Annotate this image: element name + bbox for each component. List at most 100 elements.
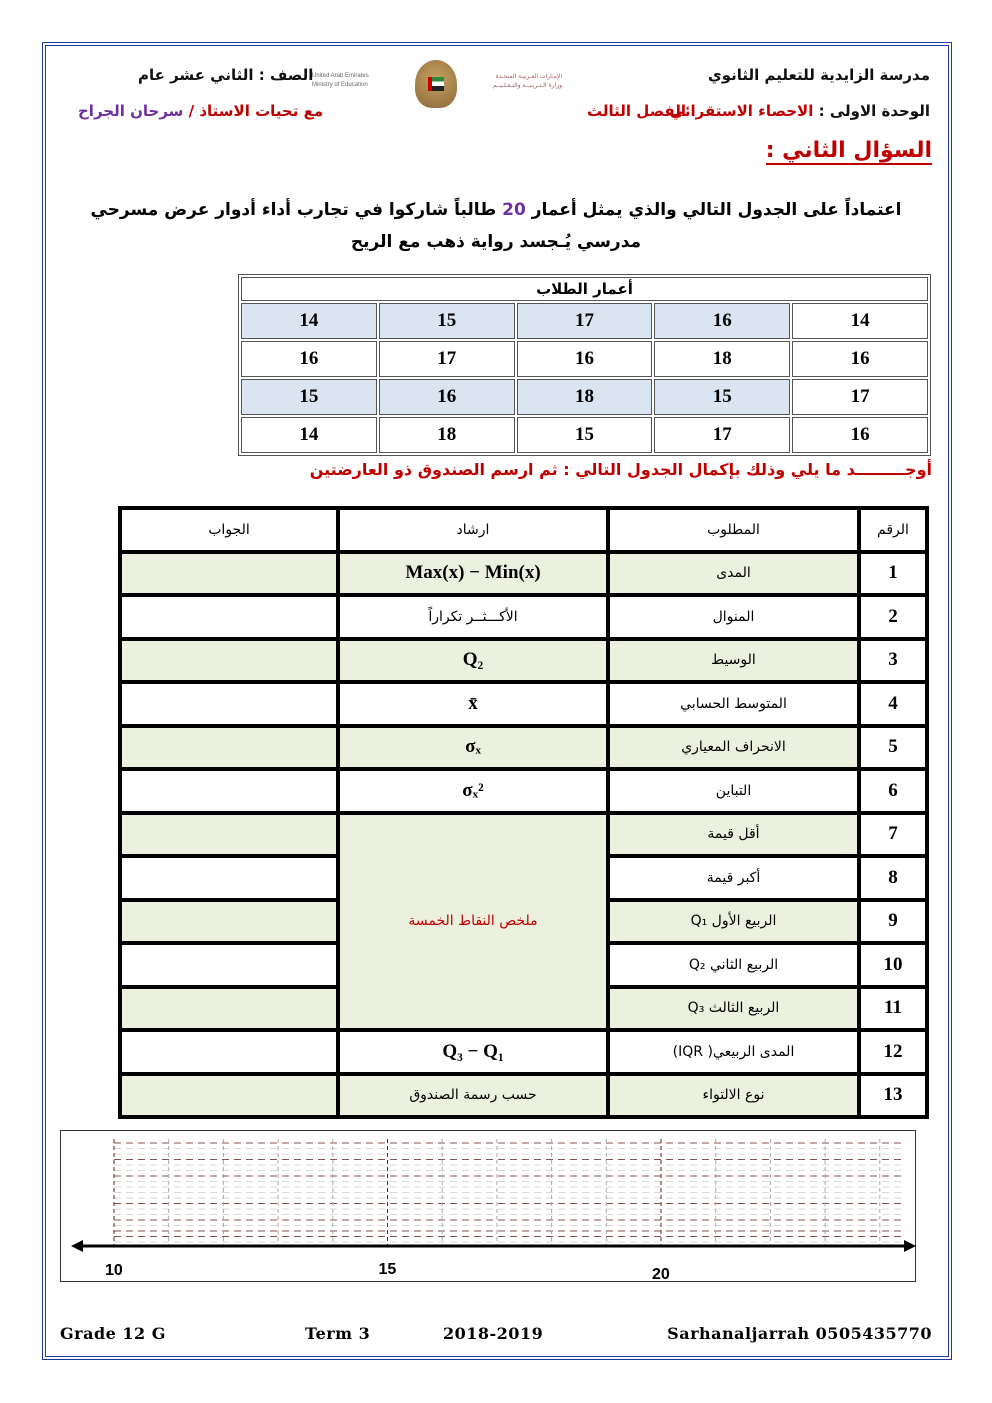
answer-field[interactable] (122, 901, 336, 941)
required-item: الربيع الثاني Q₂ (610, 945, 857, 985)
age-cell: 15 (378, 303, 515, 339)
row-number: 10 (861, 945, 925, 985)
age-cell: 15 (241, 379, 377, 415)
answer-field[interactable] (122, 640, 336, 680)
table-row: 7 أقل قيمة ملخص النقاط الخمسة (122, 814, 925, 1028)
hint: x̄ (340, 684, 606, 724)
question-intro: اعتماداً على الجدول التالي والذي يمثل أع… (60, 194, 932, 258)
answer-field[interactable] (122, 597, 336, 637)
age-cell: 16 (654, 303, 791, 339)
required-item: الربيع الأول Q₁ (610, 901, 857, 941)
greeting: مع تحيات الاستاذ / (188, 102, 324, 120)
school-name: مدرسة الزايدية للتعليم الثانوي (707, 66, 930, 84)
intro-part-2: طالباً شاركوا في تجارب أداء أدوار عرض مس… (90, 200, 642, 252)
row-number: 4 (861, 684, 925, 724)
age-cell: 16 (516, 341, 653, 377)
ages-table: أعمار الطلاب 14 16 17 15 14 16 18 16 17 16 17 15 18 1… (238, 274, 931, 456)
age-cell: 17 (378, 341, 515, 377)
age-cell: 18 (378, 417, 515, 453)
ages-row: 14 16 17 15 14 (241, 303, 928, 339)
answer-field[interactable] (122, 988, 336, 1028)
age-cell: 16 (792, 417, 928, 453)
hint: Q₂ (340, 640, 606, 680)
hint: σₓ² (340, 771, 606, 811)
table-row: 8 أكبر قيمة (122, 858, 925, 898)
number-line-graph: 10 15 20 (60, 1130, 935, 1283)
five-number-summary: ملخص النقاط الخمسة (340, 814, 606, 1028)
answer-field[interactable] (122, 858, 336, 898)
age-cell: 15 (516, 417, 653, 453)
table-row: 9 الربيع الأول Q₁ (122, 901, 925, 941)
age-cell: 15 (654, 379, 791, 415)
row-number: 5 (861, 727, 925, 767)
answer-field[interactable] (122, 684, 336, 724)
required-item: المدى (610, 553, 857, 593)
table-row: 10 الربيع الثاني Q₂ (122, 945, 925, 985)
ages-table-title: أعمار الطلاب (241, 277, 928, 301)
student-count: 20 (502, 200, 526, 220)
table-row: 2 المنوال الأكـــثــر تكراراً (122, 597, 925, 637)
ministry-ar-2: وزارة الـتـربـيــة والتـعـلـيــم (492, 82, 562, 89)
term-label: الفصل الثالث (587, 102, 687, 120)
header-answer: الجواب (122, 510, 336, 550)
age-cell: 14 (241, 417, 377, 453)
row-number: 12 (861, 1032, 925, 1072)
tick-label: 20 (652, 1266, 670, 1283)
row-number: 9 (861, 901, 925, 941)
row-number: 11 (861, 988, 925, 1028)
tick-label: 15 (379, 1261, 397, 1278)
required-item: المدى الربيعي( IQR) (610, 1032, 857, 1072)
row-number: 6 (861, 771, 925, 811)
answer-field[interactable] (122, 1032, 336, 1072)
answer-field[interactable] (122, 945, 336, 985)
answer-field[interactable] (122, 1075, 336, 1115)
instruction: أوجـــــــــد ما يلي وذلك بإكمال الجدول … (309, 460, 932, 479)
unit-label: الوحدة الاولى : (818, 102, 930, 120)
answer-field[interactable] (122, 553, 336, 593)
row-number: 13 (861, 1075, 925, 1115)
footer-author: Sarhanaljarrah 0505435770 (667, 1324, 932, 1343)
ages-row: 16 18 16 17 16 (241, 341, 928, 377)
ages-row: 16 17 15 18 14 (241, 417, 928, 453)
required-item: أكبر قيمة (610, 858, 857, 898)
table-row: 4 المتوسط الحسابي x̄ (122, 684, 925, 724)
footer-grade: Grade 12 G (60, 1324, 166, 1343)
required-item: الربيع الثالث Q₃ (610, 988, 857, 1028)
table-row: 6 التباين σₓ² (122, 771, 925, 811)
required-item: أقل قيمة (610, 814, 857, 854)
number-line-svg: 10 15 20 (71, 1139, 935, 1283)
stats-table: الرقم المطلوب ارشاد الجواب 1 المدى Max(x) … (118, 506, 929, 1119)
header-hint: ارشاد (340, 510, 606, 550)
hint: Q₃ − Q₁ (340, 1032, 606, 1072)
required-item: نوع الالتواء (610, 1075, 857, 1115)
arrow-right-icon (904, 1240, 916, 1252)
table-row: 1 المدى Max(x) − Min(x) (122, 553, 925, 593)
page-border (42, 42, 952, 1360)
hint: σₓ (340, 727, 606, 767)
age-cell: 18 (654, 341, 791, 377)
unit-name: الاحصاء الاستقرائي (669, 102, 814, 120)
required-item: المنوال (610, 597, 857, 637)
age-cell: 17 (654, 417, 791, 453)
answer-field[interactable] (122, 771, 336, 811)
teacher-line: مع تحيات الاستاذ / سرحان الجراح (78, 102, 323, 120)
ministry-logo: United Arab Emirates Ministry of Educatio… (312, 60, 562, 110)
age-cell: 17 (792, 379, 928, 415)
ministry-ar: الإمـارات العـربيـة المتحـدة (495, 73, 562, 80)
answer-field[interactable] (122, 814, 336, 854)
required-item: الانحراف المعياري (610, 727, 857, 767)
ages-row: 17 15 18 16 15 (241, 379, 928, 415)
header-number: الرقم (861, 510, 925, 550)
grade-label: الصف : الثاني عشر عام (138, 66, 314, 84)
age-cell: 14 (241, 303, 377, 339)
ministry-en: United Arab Emirates (312, 73, 369, 79)
header-required: المطلوب (610, 510, 857, 550)
table-row: 3 الوسيط Q₂ (122, 640, 925, 680)
row-number: 7 (861, 814, 925, 854)
required-item: المتوسط الحسابي (610, 684, 857, 724)
footer-year: 2018-2019 (443, 1324, 544, 1343)
row-number: 1 (861, 553, 925, 593)
age-cell: 18 (516, 379, 653, 415)
hint: Max(x) − Min(x) (340, 553, 606, 593)
answer-field[interactable] (122, 727, 336, 767)
